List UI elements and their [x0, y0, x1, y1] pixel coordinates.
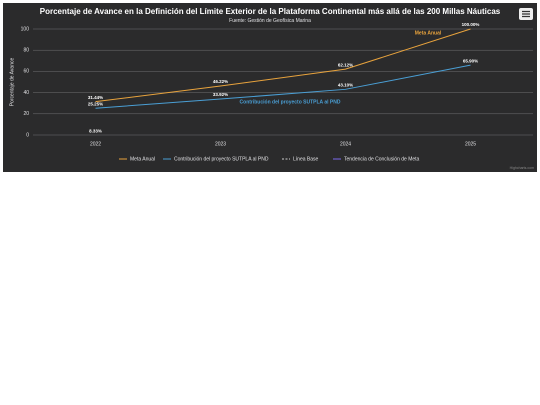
- menu-icon[interactable]: [522, 10, 530, 18]
- data-label: 62.12%: [338, 62, 353, 67]
- legend-label: Meta Anual: [130, 156, 155, 162]
- y-tick-label: 20: [23, 111, 29, 117]
- data-label: 33.92%: [213, 92, 228, 97]
- data-label: 25.25%: [88, 101, 103, 106]
- x-tick-label: 2024: [340, 141, 351, 147]
- y-tick-label: 100: [21, 26, 30, 32]
- legend-label: Línea Base: [293, 156, 319, 162]
- series-line: [95, 64, 471, 109]
- series-line: [95, 28, 471, 103]
- x-tick-label: 2022: [90, 141, 101, 147]
- data-label: 43.10%: [338, 83, 353, 88]
- chart-title: Porcentaje de Avance en la Definición de…: [40, 7, 501, 16]
- data-label: 100.00%: [462, 22, 480, 27]
- annotation: Meta Anual: [415, 30, 442, 36]
- y-tick-label: 60: [23, 69, 29, 75]
- x-tick-label: 2023: [215, 141, 226, 147]
- y-axis-title: Porcentaje de Avance: [9, 58, 15, 107]
- y-tick-label: 40: [23, 90, 29, 96]
- data-label: 46.22%: [213, 79, 228, 84]
- menu-button[interactable]: [519, 8, 533, 20]
- chart-background: [3, 3, 537, 172]
- legend-label: Contribución del proyecto SUTPLA al PND: [174, 156, 269, 162]
- annotation: Contribución del proyecto SUTPLA al PND: [240, 99, 341, 105]
- y-tick-label: 80: [23, 48, 29, 54]
- data-label: 31.44%: [88, 95, 103, 100]
- chart-subtitle: Fuente: Gestión de Geofísica Marina: [229, 18, 311, 24]
- y-tick-label: 0: [26, 132, 29, 138]
- legend-label: Tendencia de Conclusión de Meta: [344, 156, 420, 162]
- data-label: 65.90%: [463, 58, 478, 63]
- x-tick-label: 2025: [465, 141, 476, 147]
- credits: Highcharts.com: [510, 166, 534, 170]
- data-label: 8.33%: [89, 128, 102, 133]
